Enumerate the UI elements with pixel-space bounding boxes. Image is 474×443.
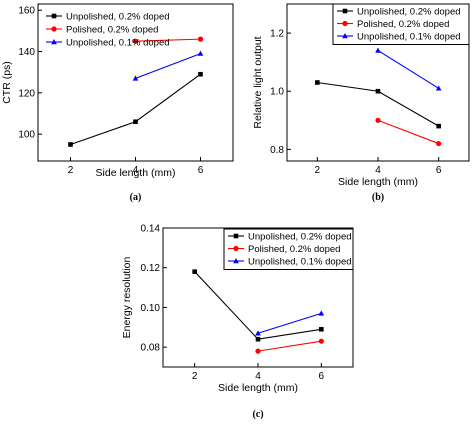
x-axis-label: Side length (mm) bbox=[338, 176, 418, 188]
series-line-3 bbox=[135, 53, 201, 79]
legend-label: Unpolished, 0.2% doped bbox=[66, 12, 170, 23]
data-point bbox=[255, 336, 261, 342]
legend: Unpolished, 0.2% doped Polished, 0.2% dop… bbox=[46, 12, 170, 49]
series-line-3 bbox=[377, 50, 439, 89]
y-tick-label: 0.14 bbox=[141, 224, 161, 235]
x-tick-label: 4 bbox=[133, 165, 139, 176]
legend-marker bbox=[51, 13, 57, 19]
legend-marker bbox=[51, 39, 57, 45]
x-tick-label: 6 bbox=[436, 165, 442, 176]
legend-marker bbox=[51, 26, 57, 32]
legend-marker bbox=[233, 245, 239, 252]
data-point bbox=[435, 85, 442, 91]
y-tick-label: 0.08 bbox=[141, 343, 161, 354]
data-point bbox=[375, 47, 381, 53]
x-tick-label: 6 bbox=[319, 371, 325, 382]
y-tick-label: 0.8 bbox=[270, 145, 284, 156]
data-point bbox=[436, 140, 442, 147]
x-tick-label: 2 bbox=[68, 165, 74, 176]
legend-label: Unpolished, 0.2% doped bbox=[357, 7, 461, 18]
series-line-1 bbox=[194, 271, 322, 340]
panel-label: (a) bbox=[130, 192, 142, 203]
y-tick-label: 120 bbox=[18, 88, 35, 99]
series-line-2 bbox=[135, 38, 201, 42]
legend-marker bbox=[342, 33, 348, 39]
data-point bbox=[132, 38, 139, 44]
series-line-1 bbox=[70, 73, 201, 145]
data-point bbox=[197, 50, 204, 56]
data-point bbox=[68, 142, 73, 147]
data-point bbox=[318, 310, 325, 316]
data-point bbox=[132, 75, 139, 81]
x-tick-label: 2 bbox=[192, 371, 198, 382]
legend-marker bbox=[233, 233, 239, 239]
data-point bbox=[318, 338, 324, 344]
data-point bbox=[375, 117, 381, 123]
y-tick-label: 1.0 bbox=[270, 87, 284, 98]
x-tick-label: 2 bbox=[315, 165, 321, 176]
y-axis-label: Relative light output bbox=[252, 36, 264, 128]
x-axis-label: Side length (mm) bbox=[218, 382, 298, 394]
chart-panel-2: 2 4 6 0.8 1.0 1.2 Side length (mm) Relative lig… bbox=[252, 3, 470, 203]
y-tick-label: 140 bbox=[18, 47, 35, 58]
data-point bbox=[255, 330, 261, 336]
data-point bbox=[255, 348, 261, 354]
legend-label: Polished, 0.2% doped bbox=[248, 244, 340, 255]
y-tick-label: 1.2 bbox=[270, 29, 284, 40]
legend-label: Unpolished, 0.1% doped bbox=[357, 32, 461, 43]
legend-box bbox=[332, 3, 470, 45]
data-point bbox=[197, 36, 204, 42]
y-tick-label: 0.10 bbox=[141, 303, 161, 314]
data-point bbox=[315, 80, 320, 85]
legend-label: Unpolished, 0.1% doped bbox=[248, 257, 352, 268]
chart-panel-3: 2 4 6 0.08 0.10 0.12 0.14 Side length (mm) Energ… bbox=[121, 224, 354, 420]
chart-panel-1: 2 4 6 100 120 140 160 Side length (mm) CTR (ps) (… bbox=[1, 3, 234, 203]
legend-marker bbox=[233, 258, 239, 264]
y-tick-label: 0.12 bbox=[141, 263, 161, 274]
panel-label: (b) bbox=[372, 192, 384, 203]
legend-box bbox=[223, 228, 354, 270]
data-point bbox=[133, 119, 138, 125]
legend-marker bbox=[342, 8, 348, 14]
legend-label: Polished, 0.2% doped bbox=[357, 19, 449, 30]
legend-label: Polished, 0.2% doped bbox=[66, 25, 158, 36]
data-point bbox=[198, 71, 203, 77]
legend-marker bbox=[342, 20, 348, 27]
series-line-2 bbox=[377, 119, 439, 145]
y-tick-label: 160 bbox=[18, 6, 35, 17]
data-point bbox=[436, 123, 441, 129]
data-point bbox=[192, 269, 197, 274]
data-point bbox=[319, 326, 324, 332]
legend-label: Unpolished, 0.1% doped bbox=[66, 38, 170, 49]
x-tick-label: 6 bbox=[198, 165, 204, 176]
x-axis-label: Side length (mm) bbox=[96, 167, 176, 179]
y-tick-label: 100 bbox=[18, 130, 35, 141]
legend-label: Unpolished, 0.2% doped bbox=[248, 232, 352, 243]
series-line-2 bbox=[257, 340, 322, 352]
panel-label: (c) bbox=[252, 409, 263, 420]
y-axis-label: Energy resolution bbox=[121, 256, 133, 338]
y-axis-label: CTR (ps) bbox=[1, 61, 13, 104]
data-point bbox=[375, 88, 381, 94]
x-tick-label: 4 bbox=[255, 371, 261, 382]
series-line-3 bbox=[257, 312, 322, 334]
x-tick-label: 4 bbox=[375, 165, 381, 176]
